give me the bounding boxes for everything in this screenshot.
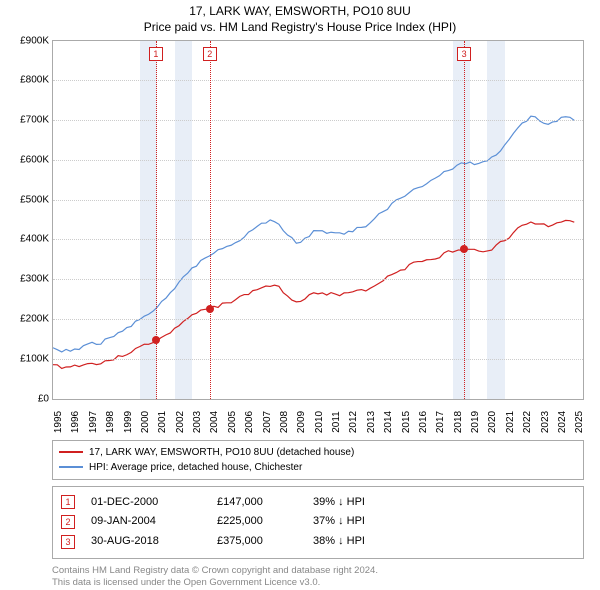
x-tick-label: 2009: [296, 410, 307, 432]
footnote-line2: This data is licensed under the Open Gov…: [52, 577, 584, 589]
x-tick-label: 2025: [574, 410, 585, 432]
y-gridline: [53, 120, 583, 121]
event-marker: 2: [203, 47, 217, 61]
x-tick-label: 2012: [348, 410, 359, 432]
x-tick-label: 2007: [262, 410, 273, 432]
x-tick-label: 2000: [140, 410, 151, 432]
x-tick-label: 2022: [522, 410, 533, 432]
x-tick-label: 1998: [105, 410, 116, 432]
x-tick-label: 2014: [383, 410, 394, 432]
legend-label: 17, LARK WAY, EMSWORTH, PO10 8UU (detach…: [89, 445, 354, 460]
event-vline: [210, 41, 211, 399]
y-gridline: [53, 160, 583, 161]
x-tick-label: 2018: [453, 410, 464, 432]
legend-item: 17, LARK WAY, EMSWORTH, PO10 8UU (detach…: [59, 445, 577, 460]
y-tick-label: £500K: [9, 194, 49, 205]
y-tick-label: £200K: [9, 314, 49, 325]
events-table: 1 01-DEC-2000 £147,000 39% ↓ HPI 2 09-JAN-200…: [52, 486, 584, 559]
y-tick-label: £300K: [9, 274, 49, 285]
event-dot: [460, 245, 468, 253]
x-tick-label: 2016: [418, 410, 429, 432]
x-tick-label: 1996: [70, 410, 81, 432]
x-tick-label: 2023: [540, 410, 551, 432]
x-tick-label: 2003: [192, 410, 203, 432]
event-dot: [206, 305, 214, 313]
event-diff: 37% ↓ HPI: [313, 512, 403, 532]
event-price: £147,000: [217, 493, 297, 513]
event-marker: 3: [457, 47, 471, 61]
y-gridline: [53, 279, 583, 280]
series-hpi: [53, 116, 574, 352]
footnote: Contains HM Land Registry data © Crown c…: [52, 565, 584, 590]
event-price: £375,000: [217, 532, 297, 552]
x-tick-label: 1997: [88, 410, 99, 432]
y-gridline: [53, 359, 583, 360]
x-tick-label: 2004: [209, 410, 220, 432]
event-diff: 39% ↓ HPI: [313, 493, 403, 513]
event-date: 09-JAN-2004: [91, 512, 201, 532]
x-tick-label: 1999: [123, 410, 134, 432]
event-row: 3 30-AUG-2018 £375,000 38% ↓ HPI: [61, 532, 575, 552]
event-date: 01-DEC-2000: [91, 493, 201, 513]
series-property: [53, 220, 574, 368]
x-tick-label: 2021: [505, 410, 516, 432]
legend-label: HPI: Average price, detached house, Chic…: [89, 460, 302, 475]
y-tick-label: £400K: [9, 234, 49, 245]
y-tick-label: £600K: [9, 154, 49, 165]
legend-swatch: [59, 451, 83, 453]
footnote-line1: Contains HM Land Registry data © Crown c…: [52, 565, 584, 577]
event-date: 30-AUG-2018: [91, 532, 201, 552]
event-vline: [156, 41, 157, 399]
event-number: 3: [61, 535, 75, 549]
x-tick-label: 2020: [487, 410, 498, 432]
legend-swatch: [59, 466, 83, 468]
chart-legend: 17, LARK WAY, EMSWORTH, PO10 8UU (detach…: [52, 440, 584, 480]
y-tick-label: £700K: [9, 115, 49, 126]
x-tick-label: 1995: [53, 410, 64, 432]
y-tick-label: £0: [9, 393, 49, 404]
x-tick-label: 2013: [366, 410, 377, 432]
y-gridline: [53, 319, 583, 320]
event-number: 2: [61, 515, 75, 529]
event-marker: 1: [149, 47, 163, 61]
event-price: £225,000: [217, 512, 297, 532]
y-gridline: [53, 200, 583, 201]
event-number: 1: [61, 495, 75, 509]
x-tick-label: 2019: [470, 410, 481, 432]
x-tick-label: 2024: [557, 410, 568, 432]
x-tick-label: 2010: [314, 410, 325, 432]
x-tick-label: 2005: [227, 410, 238, 432]
event-vline: [464, 41, 465, 399]
event-dot: [152, 336, 160, 344]
x-tick-label: 2002: [175, 410, 186, 432]
chart-subtitle: Price paid vs. HM Land Registry's House …: [8, 20, 592, 34]
x-tick-label: 2015: [401, 410, 412, 432]
y-tick-label: £100K: [9, 353, 49, 364]
legend-item: HPI: Average price, detached house, Chic…: [59, 460, 577, 475]
x-tick-label: 2001: [157, 410, 168, 432]
x-tick-label: 2017: [435, 410, 446, 432]
line-chart-svg: [53, 41, 583, 399]
event-row: 2 09-JAN-2004 £225,000 37% ↓ HPI: [61, 512, 575, 532]
y-tick-label: £900K: [9, 35, 49, 46]
y-tick-label: £800K: [9, 75, 49, 86]
y-gridline: [53, 239, 583, 240]
event-diff: 38% ↓ HPI: [313, 532, 403, 552]
x-tick-label: 2006: [244, 410, 255, 432]
y-gridline: [53, 80, 583, 81]
chart-area: £0£100K£200K£300K£400K£500K£600K£700K£80…: [52, 40, 584, 400]
x-tick-label: 2011: [331, 411, 342, 433]
chart-title: 17, LARK WAY, EMSWORTH, PO10 8UU: [8, 4, 592, 20]
x-tick-label: 2008: [279, 410, 290, 432]
event-row: 1 01-DEC-2000 £147,000 39% ↓ HPI: [61, 493, 575, 513]
